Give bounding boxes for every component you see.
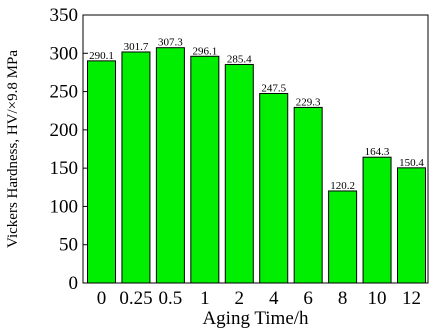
y-tick-label-300: 300 [50,43,79,64]
x-tick-label-0: 0 [97,288,107,309]
y-tick-label-150: 150 [50,158,79,179]
x-tick-label-6: 6 [303,288,313,309]
data-label-6: 229.3 [296,96,321,108]
data-label-10: 164.3 [365,146,390,158]
data-label-8: 120.2 [330,180,355,192]
bars-group [87,47,426,284]
bar-10 [362,156,392,284]
bar-4 [259,92,289,284]
y-axis-label: Vickers Hardness, HV/×9.8 MPa [5,50,21,248]
bar-6 [293,106,323,284]
bar-0 [87,60,116,284]
y-tick-label-100: 100 [50,196,79,217]
y-tick-label-250: 250 [50,82,79,103]
y-ticks-group: 0 50 100 150 200 250 300 350 [50,5,88,294]
x-tick-label-0.25: 0.25 [119,288,152,309]
x-tick-label-10: 10 [368,288,387,309]
bar-2 [224,63,254,284]
bar-0.25 [121,51,151,284]
y-tick-label-200: 200 [50,120,79,141]
data-label-1: 296.1 [192,45,217,57]
bar-0.5 [155,47,185,284]
x-tick-label-12: 12 [402,288,421,309]
x-ticks-group: 0 0.25 0.5 1 2 4 6 8 10 12 [97,288,421,309]
x-tick-label-4: 4 [269,288,279,309]
data-label-12: 150.4 [399,157,424,169]
y-tick-label-0: 0 [69,273,79,294]
y-tick-label-50: 50 [59,235,78,256]
x-tick-label-2: 2 [235,288,245,309]
data-label-0.25: 301.7 [124,41,149,53]
data-label-0.5: 307.3 [158,37,183,49]
bar-1 [190,55,220,284]
data-label-0: 290.1 [89,50,114,62]
x-tick-label-8: 8 [338,288,348,309]
x-axis-label: Aging Time/h [202,308,309,329]
bar-12 [397,167,426,284]
x-tick-label-1: 1 [200,288,210,309]
plot-frame [82,14,429,284]
data-label-4: 247.5 [261,82,286,94]
x-tick-label-0.5: 0.5 [159,288,183,309]
y-tick-label-350: 350 [50,5,79,26]
bar-8 [328,190,358,284]
data-label-2: 285.4 [227,53,252,65]
value-labels-group: 290.1 301.7 307.3 296.1 285.4 247.5 229.3 120.2… [89,37,424,192]
